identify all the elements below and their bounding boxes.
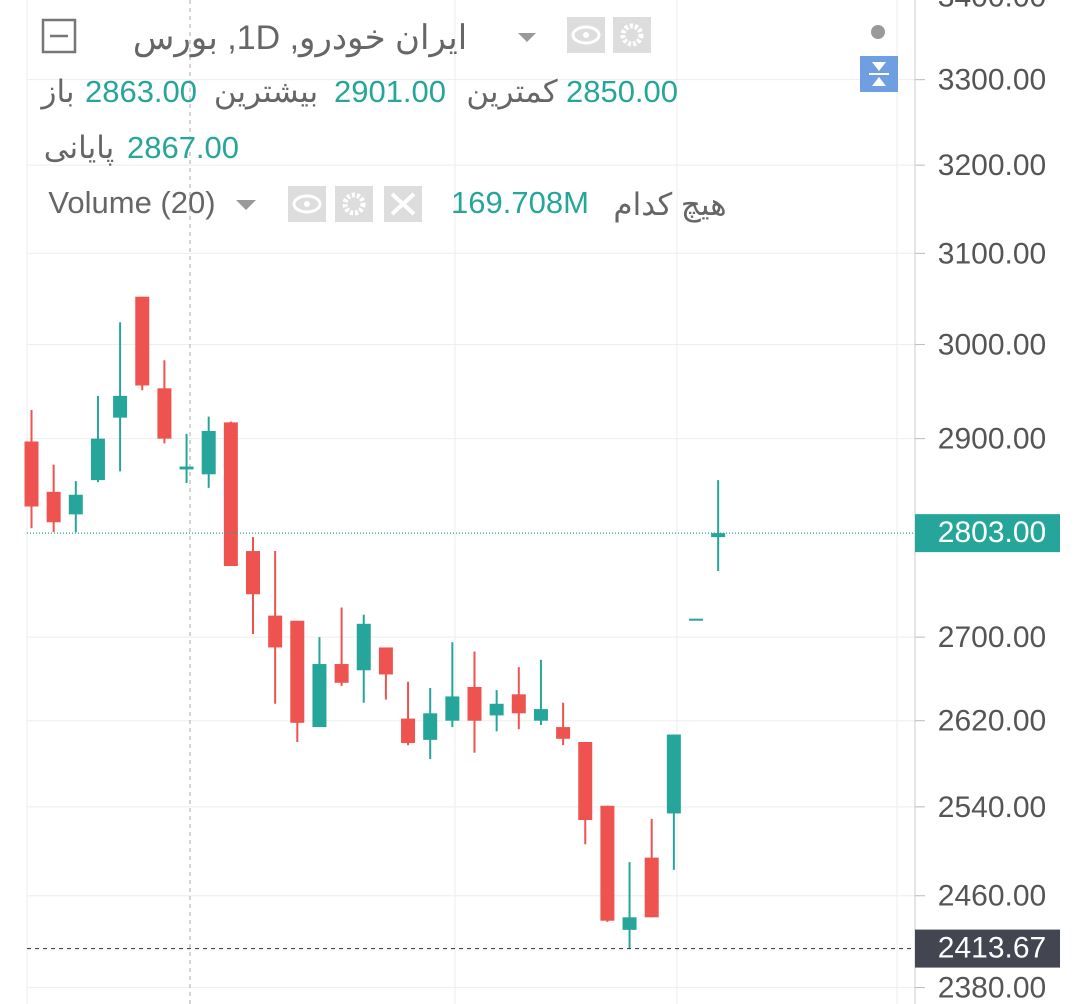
candle-body	[68, 494, 83, 515]
candle-body	[46, 491, 61, 523]
candle-body	[622, 917, 637, 930]
open-label: باز	[39, 74, 74, 110]
candle-body	[600, 805, 615, 921]
low-label: کمترین	[466, 74, 558, 110]
candle-body	[334, 664, 349, 683]
y-tick-label: 3300.00	[938, 64, 1046, 97]
low-value: 2850.00	[566, 74, 678, 109]
y-tick-label: 3100.00	[938, 237, 1046, 270]
candle-body	[223, 422, 238, 567]
candle-body	[666, 734, 681, 814]
symbol-title: ایران خودرو, 1D, بورس	[133, 19, 467, 58]
candle-body	[423, 713, 438, 740]
y-tick-label: 2700.00	[938, 621, 1046, 654]
y-tick-label: 2460.00	[938, 880, 1046, 913]
price-label: 2803.00	[938, 516, 1046, 549]
menu-dot[interactable]	[871, 25, 885, 39]
high-value: 2901.00	[334, 74, 446, 109]
candle-body	[378, 647, 393, 675]
candle-body	[489, 703, 504, 716]
candle-body	[533, 709, 548, 721]
candle-body	[157, 388, 172, 439]
price-label-box	[915, 514, 1060, 553]
close-value: 2867.00	[127, 130, 239, 165]
candle-body	[135, 296, 150, 386]
candle-body	[556, 727, 571, 739]
close-label: پایانی	[44, 130, 115, 166]
settings-icon	[342, 192, 366, 216]
settings-icon[interactable]	[335, 186, 373, 222]
candle-body	[201, 430, 216, 475]
candle-body	[179, 466, 194, 470]
dropdown-arrow[interactable]	[236, 200, 256, 210]
y-tick-label: 2540.00	[938, 791, 1046, 824]
candle-body	[90, 438, 105, 481]
eye-icon	[571, 25, 601, 45]
dropdown-arrow[interactable]	[518, 33, 536, 42]
y-tick-label: 3400.00	[938, 0, 1046, 14]
volume-value: 169.708M	[451, 185, 589, 220]
candle-body	[644, 857, 659, 918]
candle-body	[113, 395, 128, 418]
open-value: 2863.00	[85, 74, 197, 109]
candle-body	[24, 441, 39, 507]
high-label: بیشترین	[214, 74, 318, 110]
close-icon	[390, 192, 416, 216]
collapse-icon[interactable]	[41, 18, 77, 54]
eye-icon	[583, 32, 589, 38]
candle-body	[356, 623, 371, 671]
candle-body	[689, 618, 703, 621]
y-tick-label: 2380.00	[938, 972, 1046, 1004]
candle-body	[511, 694, 526, 714]
y-tick-label: 2620.00	[938, 705, 1046, 738]
volume-name: Volume (20)	[48, 185, 215, 220]
candles	[24, 296, 726, 949]
price-label-box	[915, 929, 1060, 968]
price-axis-labels: 3400.00 3300.00 3200.00 3100.00 3000.00 2900.…	[27, 0, 1060, 1004]
candle-body	[246, 551, 260, 595]
candle-body	[711, 533, 726, 538]
grid	[27, 79, 915, 989]
scale-icon	[872, 62, 886, 86]
ma-label: هیچ کدام	[613, 187, 726, 223]
eye-icon	[304, 201, 310, 207]
price-label: 2413.67	[938, 932, 1046, 965]
candle-body	[467, 686, 482, 721]
candle-body	[578, 741, 593, 821]
candle-body	[290, 620, 305, 723]
candle-body	[445, 696, 460, 721]
candle-body	[401, 718, 416, 744]
y-tick-label: 3000.00	[938, 328, 1046, 361]
settings-icon[interactable]	[613, 17, 651, 53]
candle-body	[268, 615, 283, 648]
candle-body	[312, 664, 327, 728]
y-tick-label: 2900.00	[938, 423, 1046, 456]
y-tick-label: 3200.00	[938, 149, 1046, 182]
settings-icon	[620, 23, 644, 47]
eye-icon	[292, 194, 322, 214]
